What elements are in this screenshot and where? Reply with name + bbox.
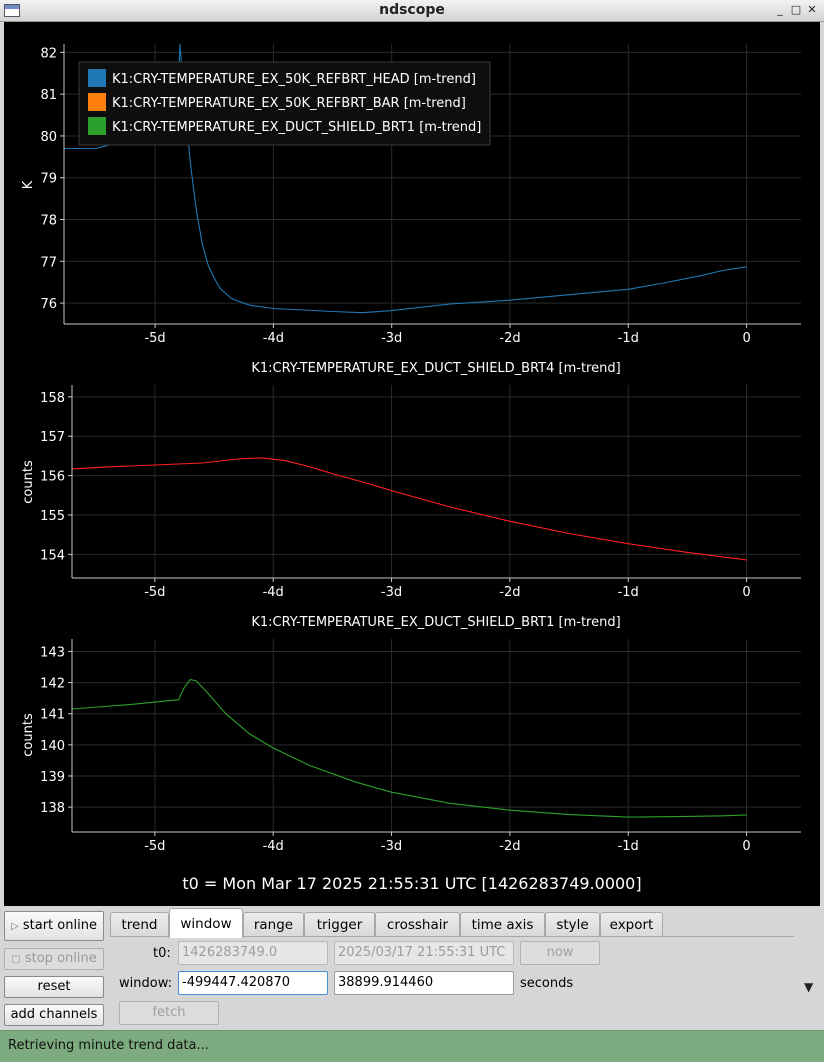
tab-underline: [110, 936, 794, 937]
series-line: [72, 678, 747, 818]
tab-export[interactable]: export: [600, 912, 663, 937]
tab-trend[interactable]: trend: [110, 912, 169, 937]
y-axis-label: counts: [21, 460, 36, 504]
y-tick-label: 143: [40, 645, 65, 660]
status-text: Retrieving minute trend data...: [8, 1038, 209, 1053]
plot-title-brt4: K1:CRY-TEMPERATURE_EX_DUCT_SHIELD_BRT4 […: [251, 361, 620, 376]
x-tick-label: -5d: [144, 331, 165, 346]
y-tick-label: 155: [40, 509, 65, 524]
brt1-plot[interactable]: K1:CRY-TEMPERATURE_EX_DUCT_SHIELD_BRT1 […: [21, 615, 801, 854]
title-bar: ndscope _ □ ✕: [0, 0, 824, 22]
legend-label-3: K1:CRY-TEMPERATURE_EX_DUCT_SHIELD_BRT1 […: [112, 120, 481, 135]
y-tick-label: 141: [40, 708, 65, 723]
y-tick-label: 80: [40, 130, 57, 145]
x-tick-label: -3d: [381, 585, 402, 600]
y-tick-label: 139: [40, 770, 65, 785]
window-title: ndscope: [379, 2, 445, 18]
maximize-icon[interactable]: □: [790, 3, 802, 16]
tab-style[interactable]: style: [545, 912, 600, 937]
legend-swatch-3: [88, 117, 106, 135]
add-channels-button[interactable]: add channels: [4, 1004, 104, 1026]
y-tick-label: 77: [40, 255, 57, 270]
x-tick-label: -2d: [499, 331, 520, 346]
legend: K1:CRY-TEMPERATURE_EX_50K_REFBRT_HEAD [m…: [78, 61, 491, 146]
y-tick-label: 78: [40, 214, 57, 229]
x-tick-label: -1d: [618, 839, 639, 854]
y-tick-label: 140: [40, 739, 65, 754]
legend-label-1: K1:CRY-TEMPERATURE_EX_50K_REFBRT_HEAD [m…: [112, 72, 476, 87]
t0-utc-field[interactable]: 2025/03/17 21:55:31 UTC: [334, 941, 514, 965]
x-tick-label: -4d: [263, 585, 284, 600]
y-tick-label: 138: [40, 801, 65, 816]
y-tick-label: 154: [40, 548, 65, 563]
tab-window[interactable]: window: [169, 908, 243, 938]
y-tick-label: 142: [40, 677, 65, 692]
y-tick-label: 79: [40, 172, 57, 187]
status-bar: Retrieving minute trend data...: [0, 1030, 824, 1062]
plot-title-brt1: K1:CRY-TEMPERATURE_EX_DUCT_SHIELD_BRT1 […: [251, 615, 620, 630]
y-tick-label: 157: [40, 430, 65, 445]
stop-online-button[interactable]: □ stop online: [4, 948, 104, 970]
control-panel: ▷ start online □ stop online reset add c…: [0, 906, 824, 1030]
x-tick-label: -1d: [618, 585, 639, 600]
plots-svg[interactable]: 82 81 80 79 78 77 76 -5d -4d -3d -2d -1d 0 K K1:CRY…: [4, 22, 820, 906]
legend-swatch-1: [88, 69, 106, 87]
x-tick-label: -4d: [263, 839, 284, 854]
x-tick-label: 0: [742, 585, 750, 600]
stop-icon: □: [11, 954, 21, 965]
play-icon: ▷: [11, 921, 19, 932]
now-button[interactable]: now: [520, 941, 600, 965]
legend-label-2: K1:CRY-TEMPERATURE_EX_50K_REFBRT_BAR [m-…: [112, 96, 466, 111]
x-tick-label: -1d: [618, 331, 639, 346]
x-tick-label: -3d: [381, 839, 402, 854]
y-tick-label: 76: [40, 297, 57, 312]
y-axis-label: counts: [21, 713, 36, 757]
minimize-icon[interactable]: _: [777, 3, 783, 16]
y-tick-label: 158: [40, 391, 65, 406]
x-tick-label: -4d: [263, 331, 284, 346]
x-tick-label: 0: [742, 331, 750, 346]
x-tick-label: -2d: [499, 585, 520, 600]
window-field-label: window:: [119, 976, 172, 991]
temperature-plot[interactable]: 82 81 80 79 78 77 76 -5d -4d -3d -2d -1d 0 K K1:CRY…: [21, 44, 801, 346]
window-end-field[interactable]: 38899.914460: [334, 971, 514, 995]
brt4-plot[interactable]: K1:CRY-TEMPERATURE_EX_DUCT_SHIELD_BRT4 […: [21, 361, 801, 600]
tab-crosshair[interactable]: crosshair: [375, 912, 460, 937]
start-online-button[interactable]: ▷ start online: [4, 911, 104, 941]
legend-swatch-2: [88, 93, 106, 111]
t0-label: t0 = Mon Mar 17 2025 21:55:31 UTC [14262…: [182, 874, 641, 893]
x-tick-label: -2d: [499, 839, 520, 854]
t0-field-label: t0:: [153, 946, 171, 961]
series-line: [72, 457, 747, 561]
seconds-label: seconds: [520, 976, 574, 991]
close-icon[interactable]: ✕: [807, 3, 817, 16]
x-tick-label: -3d: [381, 331, 402, 346]
x-tick-label: -5d: [144, 585, 165, 600]
collapse-arrow-icon[interactable]: ▼: [804, 980, 814, 994]
tab-trigger[interactable]: trigger: [304, 912, 375, 937]
x-tick-label: -5d: [144, 839, 165, 854]
tab-time-axis[interactable]: time axis: [460, 912, 545, 937]
x-tick-label: 0: [742, 839, 750, 854]
fetch-button[interactable]: fetch: [119, 1001, 219, 1025]
y-tick-label: 81: [40, 88, 57, 103]
legend-box: [78, 61, 491, 146]
reset-button[interactable]: reset: [4, 976, 104, 998]
y-tick-label: 156: [40, 470, 65, 485]
plot-canvas[interactable]: 82 81 80 79 78 77 76 -5d -4d -3d -2d -1d 0 K K1:CRY…: [4, 22, 820, 906]
window-menu-icon[interactable]: [4, 4, 20, 17]
window-start-field[interactable]: -499447.420870: [178, 971, 328, 995]
tab-range[interactable]: range: [243, 912, 304, 937]
y-tick-label: 82: [40, 46, 57, 61]
t0-gps-field[interactable]: 1426283749.0: [178, 941, 328, 965]
y-axis-label: K: [21, 180, 36, 189]
